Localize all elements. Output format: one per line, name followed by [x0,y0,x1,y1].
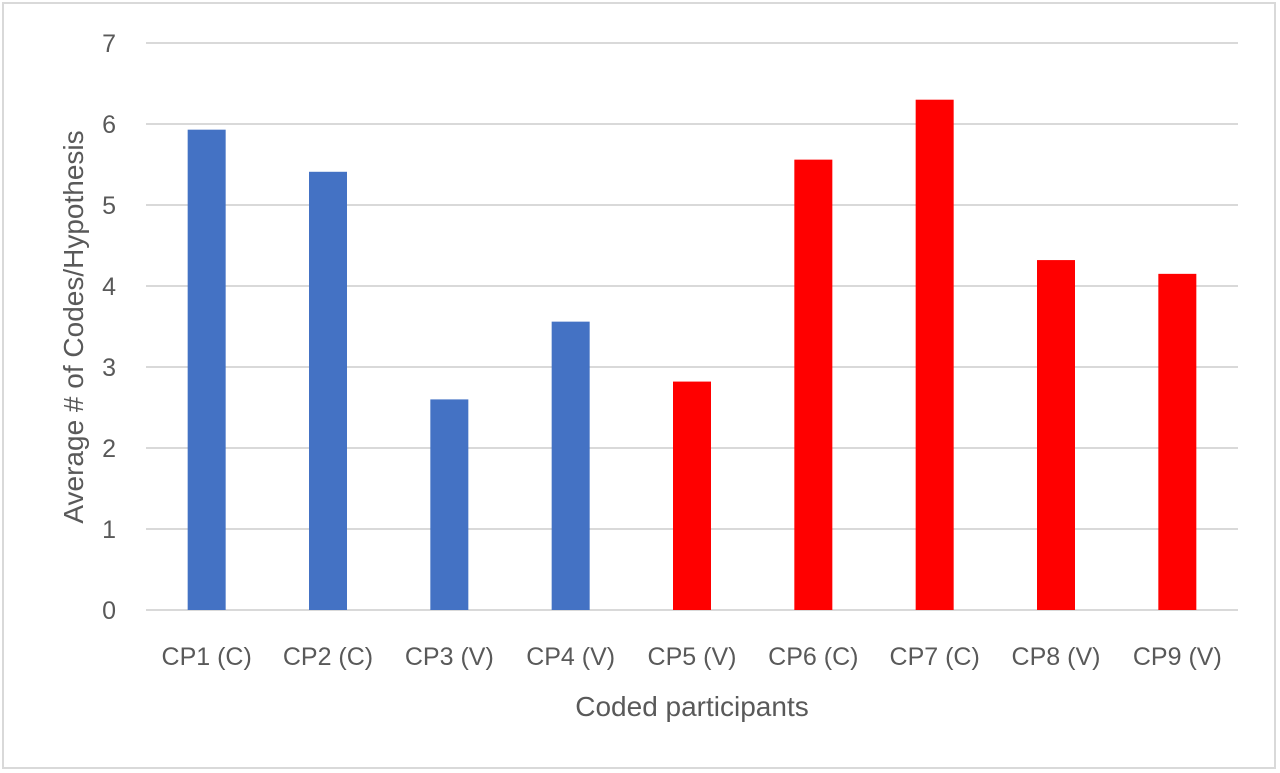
bar [1037,260,1075,610]
y-tick-label: 4 [102,273,116,301]
bars [187,99,1197,611]
y-tick-label: 5 [102,192,116,220]
y-axis-title: Average # of Codes/Hypothesis [58,130,89,523]
x-category-label: CP8 (V) [1012,643,1101,671]
y-tick-label: 1 [102,516,116,544]
bar [915,99,954,610]
bar [430,399,469,610]
x-category-label: CP7 (C) [890,643,980,671]
bar [673,381,711,610]
x-axis-title: Coded participants [575,691,808,722]
bar [794,159,833,610]
y-tick-label: 7 [102,30,116,58]
bar [309,171,347,611]
x-category-label: CP6 (C) [768,643,858,671]
x-category-label: CP5 (V) [648,643,737,671]
y-tick-label: 6 [102,111,116,139]
x-category-label: CP3 (V) [405,643,494,671]
x-category-label: CP9 (V) [1133,643,1222,671]
bar [551,321,590,610]
y-tick-label: 3 [102,354,116,382]
y-axis-ticks: 0 1 2 3 4 5 6 7 [102,30,116,625]
y-tick-label: 0 [102,597,116,625]
bar [187,129,226,611]
y-tick-label: 2 [102,435,116,463]
x-axis-categories: CP1 (C) CP2 (C) CP3 (V) CP4 (V) CP5 (V) CP6 (… [162,643,1222,671]
bar [1158,273,1197,610]
x-category-label: CP4 (V) [526,643,615,671]
x-category-label: CP1 (C) [162,643,252,671]
x-category-label: CP2 (C) [283,643,373,671]
